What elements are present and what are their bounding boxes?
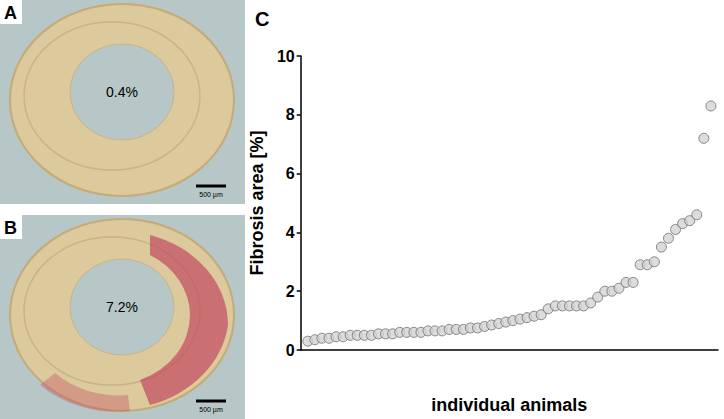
svg-text:individual animals: individual animals — [431, 395, 587, 415]
svg-text:C: C — [255, 8, 269, 30]
svg-text:4: 4 — [286, 224, 295, 241]
svg-text:B: B — [4, 218, 17, 238]
svg-text:7.2%: 7.2% — [106, 299, 138, 315]
svg-text:A: A — [4, 3, 17, 23]
svg-text:Fibrosis area [%]: Fibrosis area [%] — [247, 130, 267, 275]
svg-text:0.4%: 0.4% — [106, 84, 138, 100]
svg-text:500 µm: 500 µm — [199, 406, 223, 414]
svg-text:2: 2 — [286, 283, 295, 300]
svg-text:0: 0 — [286, 342, 295, 359]
svg-text:10: 10 — [277, 48, 295, 65]
svg-text:8: 8 — [286, 106, 295, 123]
svg-text:6: 6 — [286, 165, 295, 182]
svg-text:500 µm: 500 µm — [199, 191, 223, 199]
